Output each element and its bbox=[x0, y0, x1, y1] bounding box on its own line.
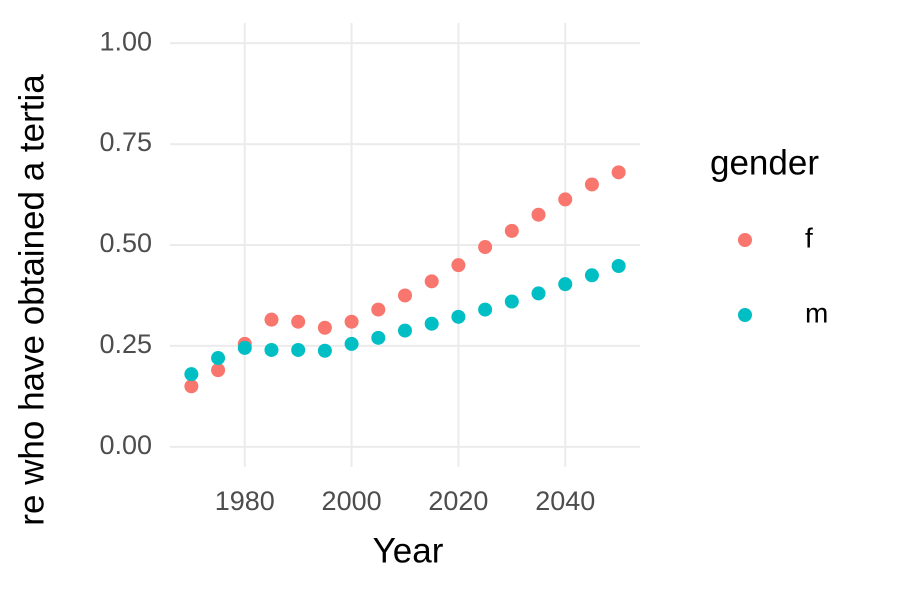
x-tick-label: 1980 bbox=[215, 486, 275, 516]
point bbox=[184, 379, 199, 394]
point bbox=[451, 309, 466, 324]
legend-label: m bbox=[805, 297, 828, 328]
point bbox=[398, 288, 412, 303]
point bbox=[211, 363, 226, 378]
y-axis-title: re who have obtained a tertia bbox=[12, 74, 51, 526]
legend-key bbox=[738, 233, 752, 247]
point bbox=[344, 314, 359, 329]
x-tick-label: 2020 bbox=[428, 486, 488, 516]
point bbox=[584, 268, 599, 283]
legend-title: gender bbox=[710, 143, 819, 182]
point bbox=[611, 165, 626, 180]
point bbox=[371, 302, 386, 317]
point bbox=[424, 274, 439, 289]
point bbox=[451, 258, 466, 273]
point bbox=[184, 367, 199, 382]
point bbox=[291, 342, 306, 357]
point bbox=[264, 342, 279, 357]
x-tick-label: 2000 bbox=[322, 486, 382, 516]
point bbox=[584, 177, 599, 192]
point bbox=[398, 323, 412, 338]
point bbox=[264, 312, 279, 327]
point bbox=[371, 330, 386, 345]
x-axis-title: Year bbox=[373, 531, 444, 570]
point bbox=[291, 314, 306, 329]
y-tick-label: 0.00 bbox=[99, 430, 152, 460]
point bbox=[237, 340, 252, 355]
y-tick-label: 0.25 bbox=[99, 329, 152, 359]
legend-label: f bbox=[805, 222, 813, 253]
point bbox=[478, 240, 493, 255]
point bbox=[558, 192, 573, 207]
point bbox=[211, 351, 226, 366]
legend-key bbox=[738, 308, 752, 322]
point bbox=[531, 286, 546, 301]
y-tick-label: 0.75 bbox=[99, 127, 152, 157]
point bbox=[317, 343, 332, 358]
point bbox=[344, 336, 359, 351]
point bbox=[531, 207, 546, 222]
point bbox=[558, 277, 573, 292]
point bbox=[478, 302, 493, 317]
x-tick-label: 2040 bbox=[535, 486, 595, 516]
y-tick-label: 0.50 bbox=[99, 228, 152, 258]
point bbox=[424, 316, 439, 331]
y-tick-label: 1.00 bbox=[99, 26, 152, 56]
point bbox=[504, 223, 519, 238]
point bbox=[317, 320, 332, 335]
point bbox=[504, 294, 519, 309]
point bbox=[611, 258, 626, 273]
